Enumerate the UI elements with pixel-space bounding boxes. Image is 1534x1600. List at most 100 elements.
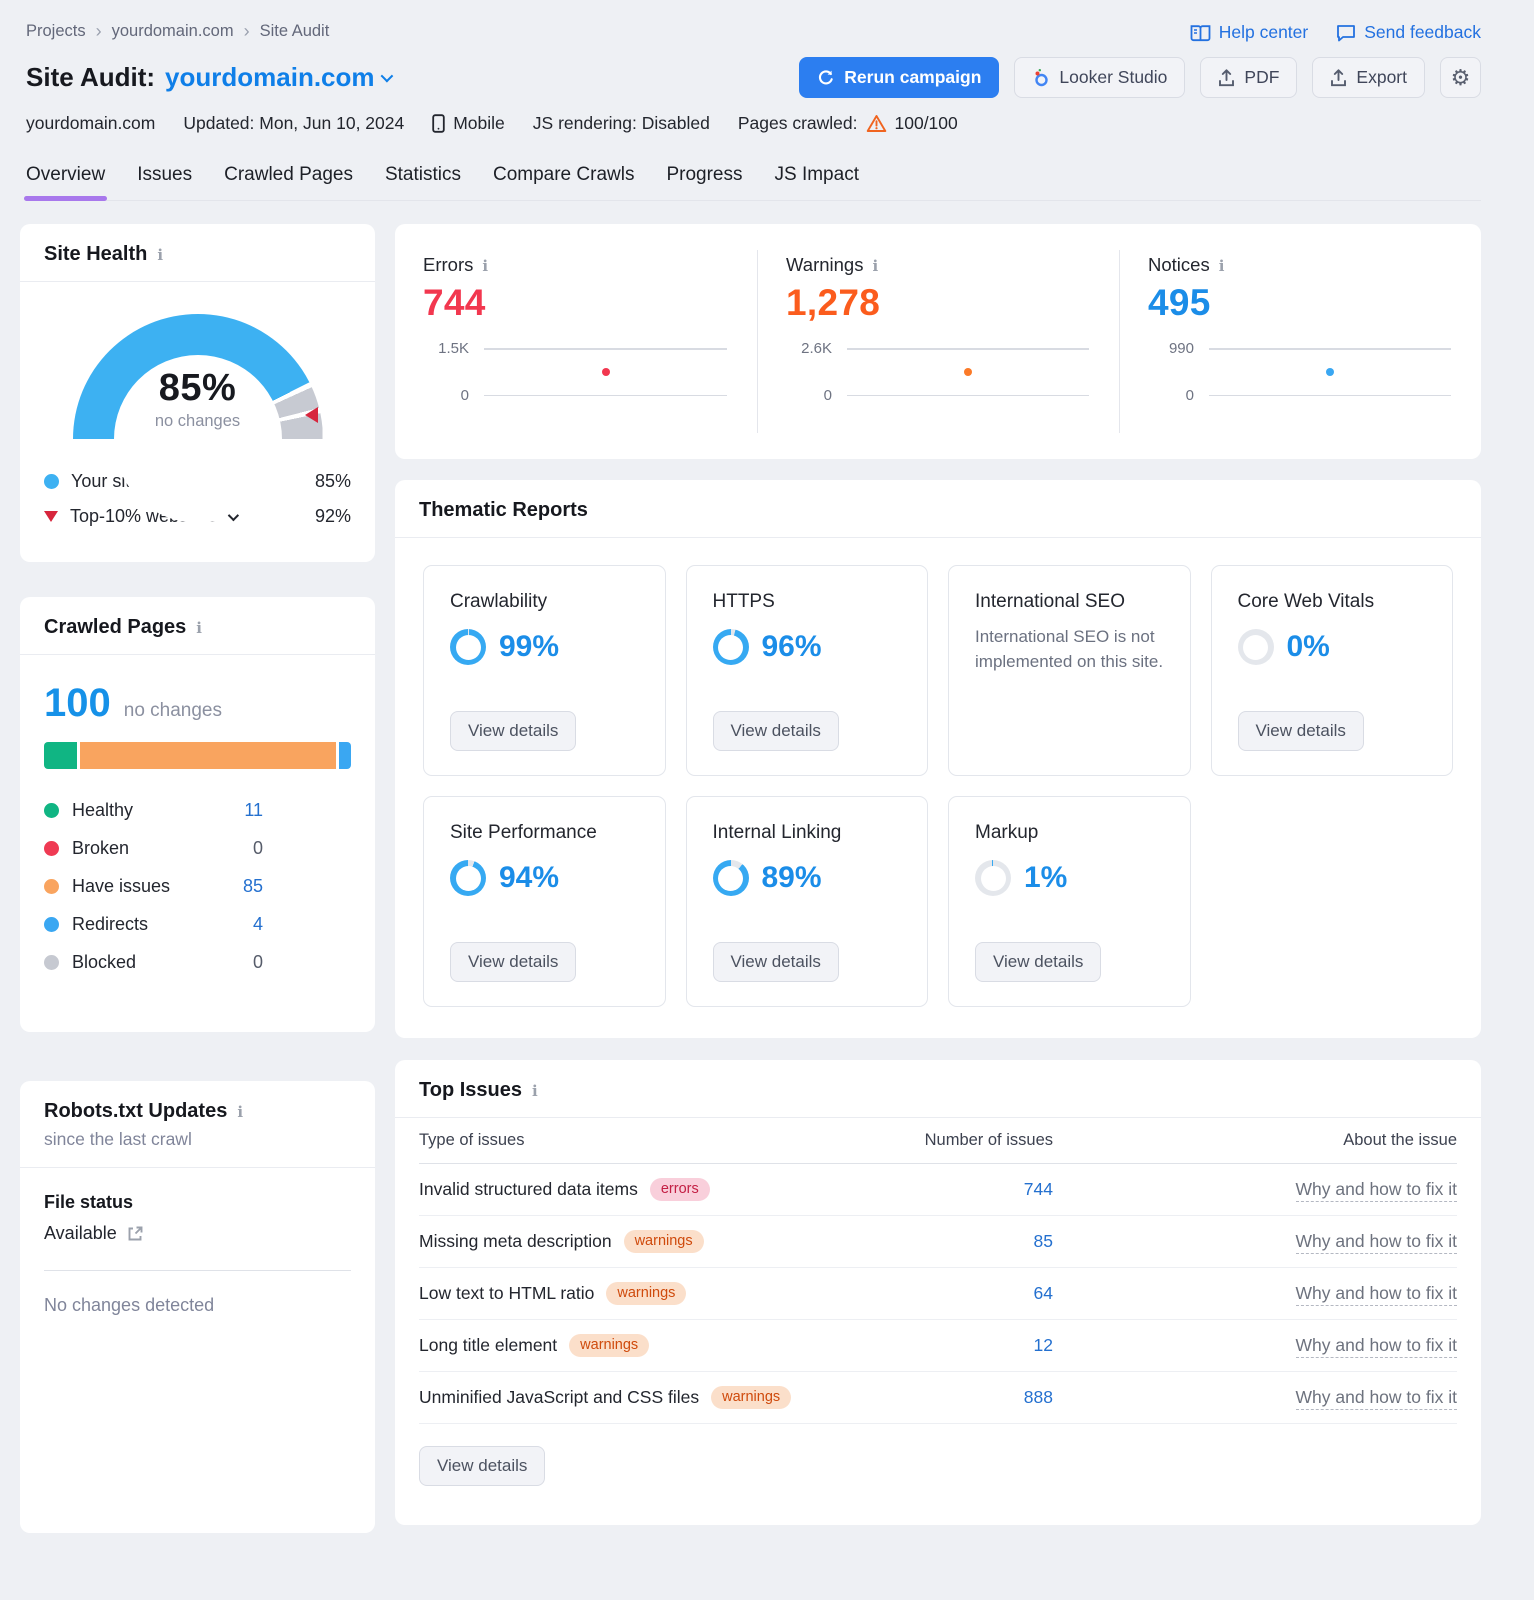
legend-value: 92% [314, 506, 351, 526]
why-how-to-fix-link[interactable]: Why and how to fix it [1295, 1335, 1457, 1358]
summary-value[interactable]: 744 [423, 282, 486, 323]
meta-device: Mobile [432, 113, 505, 134]
thematic-card-title: Markup [975, 822, 1039, 843]
robots-header: Robots.txt Updates i since the last craw… [20, 1081, 375, 1168]
rerun-campaign-button[interactable]: Rerun campaign [799, 57, 1000, 98]
send-feedback-link[interactable]: Send feedback [1336, 22, 1481, 43]
issue-type-cell: Long title element warnings [419, 1334, 902, 1357]
crawled-legend-row: Have issues 85 [44, 867, 351, 905]
tab-progress[interactable]: Progress [666, 164, 743, 185]
summary-notices: Notices i 495 990 0 [1119, 250, 1481, 433]
thematic-description: International SEO is not implemented on … [975, 627, 1164, 671]
legend-dot-icon [44, 802, 59, 818]
info-icon[interactable]: i [532, 1082, 538, 1100]
site-health-value: 85% [158, 367, 237, 409]
breadcrumb-separator-icon: › [243, 20, 250, 41]
breadcrumb-item[interactable]: Projects [26, 22, 86, 40]
main-content: Site Health i 85% no changes Your site 85… [20, 224, 1481, 1533]
summary-value[interactable]: 495 [1148, 282, 1211, 323]
issue-type-cell: Missing meta description warnings [419, 1230, 902, 1253]
divider [44, 1270, 351, 1271]
thematic-score-row: 89% [712, 860, 822, 896]
info-icon[interactable]: i [872, 257, 879, 275]
view-details-button[interactable]: View details [975, 942, 1102, 982]
triangle-down-icon [44, 511, 58, 522]
severity-badge: warnings [711, 1386, 792, 1409]
help-center-link[interactable]: Help center [1190, 22, 1308, 43]
info-icon[interactable]: i [157, 246, 164, 264]
thematic-percent: 99% [499, 630, 560, 663]
about-cell: Why and how to fix it [1077, 1179, 1457, 1202]
chevron-down-icon [380, 69, 393, 83]
table-row: Missing meta description warnings 85 Why an… [419, 1216, 1457, 1268]
severity-badge: errors [649, 1178, 710, 1201]
legend-dot-icon [44, 954, 59, 970]
sparkline-chart [847, 348, 1089, 396]
legend-dot-icon [44, 840, 59, 856]
sparkline-axis-labels: 2.6K 0 [786, 340, 832, 404]
top-links: Help center Send feedback [1190, 22, 1481, 43]
issue-count-link[interactable]: 85 [1033, 1231, 1053, 1251]
view-details-button[interactable]: View details [1237, 711, 1364, 751]
tab-js-impact[interactable]: JS Impact [774, 164, 859, 185]
refresh-icon [817, 69, 835, 87]
view-details-button[interactable]: View details [450, 711, 577, 751]
why-how-to-fix-link[interactable]: Why and how to fix it [1295, 1283, 1457, 1306]
summary-sparkline: 990 0 [1148, 340, 1451, 404]
tab-overview[interactable]: Overview [23, 164, 108, 201]
thematic-card-markup: Markup 1% View details [948, 796, 1191, 1007]
summary-value[interactable]: 1,278 [786, 282, 881, 323]
external-link-icon[interactable] [126, 1225, 144, 1243]
legend-count[interactable]: 85 [242, 875, 263, 896]
settings-button[interactable]: ⚙ [1440, 57, 1481, 98]
tab-crawled-pages[interactable]: Crawled Pages [224, 164, 353, 185]
tab-issues[interactable]: Issues [137, 164, 193, 185]
info-icon[interactable]: i [237, 1103, 244, 1121]
why-how-to-fix-link[interactable]: Why and how to fix it [1295, 1387, 1457, 1410]
meta-js-rendering: JS rendering: Disabled [532, 113, 710, 133]
axis-min-label: 0 [823, 387, 832, 404]
issue-count-link[interactable]: 64 [1033, 1283, 1053, 1303]
severity-badge: warnings [569, 1334, 650, 1357]
file-status-value: Available [44, 1223, 351, 1244]
info-icon[interactable]: i [1218, 257, 1225, 275]
crawled-legend: Healthy 11 Broken 0 Have issues 85 Redirects 4 B… [44, 791, 351, 981]
axis-min-label: 0 [1185, 387, 1194, 404]
send-feedback-label: Send feedback [1364, 22, 1481, 42]
why-how-to-fix-link[interactable]: Why and how to fix it [1295, 1231, 1457, 1254]
summary-warnings: Warnings i 1,278 2.6K 0 [757, 250, 1119, 433]
domain-selector[interactable]: yourdomain.com [165, 62, 393, 93]
left-column: Site Health i 85% no changes Your site 85… [20, 224, 375, 1533]
view-details-button[interactable]: View details [712, 942, 839, 982]
issue-count-link[interactable]: 12 [1033, 1335, 1053, 1355]
axis-max-label: 990 [1168, 340, 1194, 357]
info-icon[interactable]: i [196, 619, 202, 637]
table-row: Long title element warnings 12 Why and how … [419, 1320, 1457, 1372]
issue-count-link[interactable]: 888 [1023, 1387, 1053, 1407]
column-header-type: Type of issues [419, 1131, 525, 1149]
legend-count[interactable]: 11 [244, 799, 263, 820]
legend-count[interactable]: 4 [252, 913, 263, 934]
thematic-reports-card: Thematic Reports Crawlability 99% View det… [395, 480, 1481, 1038]
looker-studio-button[interactable]: Looker Studio [1014, 57, 1186, 98]
view-details-button[interactable]: View details [419, 1446, 546, 1486]
pdf-button[interactable]: PDF [1200, 57, 1298, 98]
tab-statistics[interactable]: Statistics [384, 164, 461, 185]
mobile-icon [432, 114, 445, 133]
tab-compare-crawls[interactable]: Compare Crawls [492, 164, 635, 185]
issue-count-link[interactable]: 744 [1023, 1179, 1053, 1199]
top-issues-card: Top Issues i Type of issues Number of iss… [395, 1060, 1481, 1525]
robots-body: File status Available No changes detecte… [20, 1168, 375, 1340]
crawled-total: 100 [44, 681, 111, 725]
export-button[interactable]: Export [1312, 57, 1425, 98]
domain-name: yourdomain.com [165, 62, 375, 92]
file-status-label: File status [44, 1192, 134, 1212]
breadcrumb-item[interactable]: yourdomain.com [111, 22, 234, 40]
robots-subtitle: since the last crawl [44, 1129, 192, 1149]
crawled-legend-row: Redirects 4 [44, 905, 351, 943]
info-icon[interactable]: i [482, 257, 489, 275]
view-details-button[interactable]: View details [450, 942, 577, 982]
progress-ring-icon [450, 860, 486, 896]
view-details-button[interactable]: View details [712, 711, 839, 751]
why-how-to-fix-link[interactable]: Why and how to fix it [1295, 1179, 1457, 1202]
